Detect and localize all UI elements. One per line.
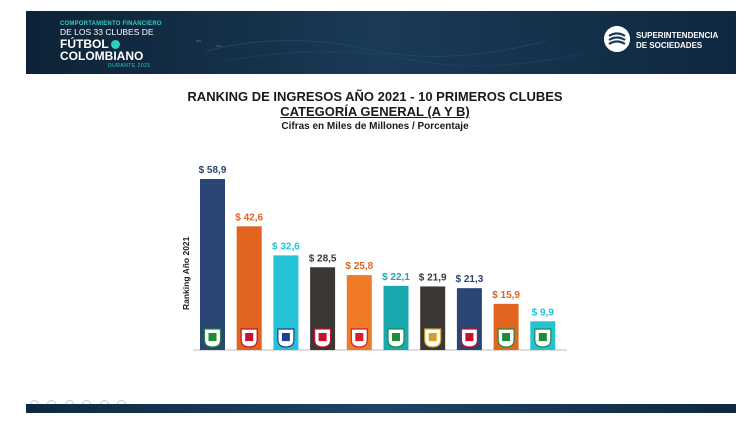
bar-value-label: $ 42,6 bbox=[235, 212, 263, 223]
chart-subtitle: CATEGORÍA GENERAL (A Y B) bbox=[280, 104, 470, 119]
soccer-ball-icon bbox=[110, 39, 120, 49]
club-crest-detail bbox=[502, 333, 511, 342]
club-crest-detail bbox=[355, 333, 364, 342]
club-crest-detail bbox=[208, 333, 217, 342]
chart-title: RANKING DE INGRESOS AÑO 2021 - 10 PRIMER… bbox=[187, 89, 563, 104]
club-crest-detail bbox=[318, 333, 327, 342]
bar-group: $ 28,5 bbox=[309, 253, 337, 350]
chart-units-note: Cifras en Miles de Millones / Porcentaje bbox=[281, 121, 469, 132]
club-crest-detail bbox=[392, 333, 400, 342]
bar-value-label: $ 21,9 bbox=[419, 272, 447, 283]
club-crest-detail bbox=[245, 333, 254, 342]
agency-emblem-icon bbox=[604, 26, 630, 52]
bar-value-label: $ 58,9 bbox=[199, 165, 227, 176]
bar-group: $ 15,9 bbox=[492, 290, 520, 350]
agency-name: SUPERINTENDENCIA DE SOCIEDADES bbox=[636, 31, 736, 51]
bar-group: $ 42,6 bbox=[235, 212, 264, 350]
bar-value-label: $ 28,5 bbox=[309, 253, 337, 264]
club-crest-detail bbox=[428, 333, 437, 342]
bar-group: $ 21,9 bbox=[419, 272, 447, 350]
agency-line1: SUPERINTENDENCIA bbox=[636, 31, 719, 40]
bar-group: $ 22,1 bbox=[382, 272, 410, 350]
logo-line1: COMPORTAMIENTO FINANCIERO bbox=[60, 21, 162, 27]
logo-line2: DE LOS 33 CLUBES DE bbox=[60, 27, 154, 37]
club-crest-detail bbox=[465, 333, 474, 342]
bar-value-label: $ 15,9 bbox=[492, 290, 520, 301]
bar-group: $ 32,6 bbox=[272, 241, 300, 350]
logo-line3: FÚTBOL bbox=[60, 38, 190, 50]
header-banner: COMPORTAMIENTO FINANCIERO DE LOS 33 CLUB… bbox=[26, 11, 736, 74]
footer-bar bbox=[26, 404, 736, 413]
bar-value-label: $ 32,6 bbox=[272, 241, 300, 252]
banner-decoration bbox=[196, 39, 587, 67]
bar-value-label: $ 25,8 bbox=[345, 261, 373, 272]
agency-line2: DE SOCIEDADES bbox=[636, 41, 703, 50]
club-crest-detail bbox=[281, 333, 290, 342]
bar-value-label: $ 22,1 bbox=[382, 272, 410, 283]
logo-line5: DURANTE 2021 bbox=[108, 62, 151, 69]
event-logo: COMPORTAMIENTO FINANCIERO DE LOS 33 CLUB… bbox=[60, 21, 190, 69]
bar-value-label: $ 9,9 bbox=[532, 307, 555, 318]
club-crest-detail bbox=[538, 333, 547, 342]
logo-line4: COLOMBIANO bbox=[60, 48, 144, 63]
bar bbox=[200, 179, 225, 350]
bar-group: $ 25,8 bbox=[345, 261, 374, 350]
bar-value-label: $ 21,3 bbox=[455, 274, 483, 285]
bar-group: $ 9,9 bbox=[530, 307, 556, 350]
bar-group: $ 21,3 bbox=[455, 274, 484, 350]
bar-group: $ 58,9 bbox=[199, 165, 227, 350]
